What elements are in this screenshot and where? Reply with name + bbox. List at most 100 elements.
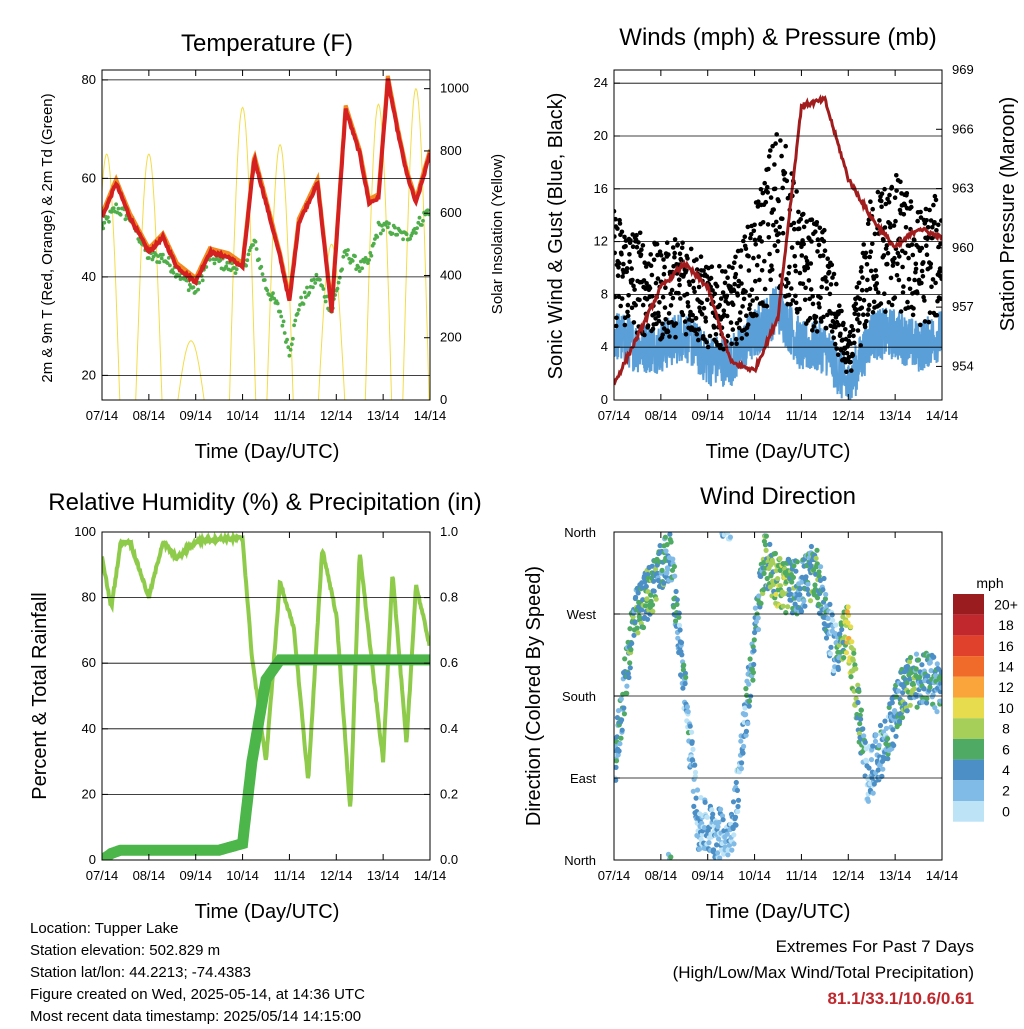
- direction-point: [821, 575, 827, 582]
- dewpoint-point: [371, 241, 376, 246]
- dewpoint-point: [287, 353, 292, 358]
- gust-point: [694, 331, 700, 337]
- winds-y-tick-label: 24: [594, 75, 608, 90]
- dewpoint-point: [177, 273, 182, 278]
- dewpoint-point: [292, 323, 296, 328]
- direction-point: [889, 700, 895, 706]
- gust-point: [772, 162, 777, 167]
- direction-point: [617, 741, 623, 747]
- gust-point: [614, 208, 617, 214]
- humidity-y-tick-label: 20: [82, 786, 96, 801]
- direction-point: [777, 556, 783, 562]
- dewpoint-point: [118, 212, 123, 217]
- direction-point: [659, 567, 665, 574]
- direction-point: [755, 615, 761, 621]
- dewpoint-point: [415, 226, 419, 231]
- gust-point: [867, 302, 872, 308]
- gust-point: [723, 269, 728, 274]
- gust-point: [756, 254, 761, 259]
- gust-point: [696, 284, 702, 290]
- gust-point: [890, 263, 896, 268]
- gust-point: [665, 329, 671, 335]
- gust-point: [689, 318, 695, 324]
- gust-point: [909, 242, 915, 247]
- gust-point: [738, 310, 743, 315]
- winds-series: [614, 94, 942, 400]
- direction-point: [882, 718, 888, 724]
- gust-point: [657, 249, 663, 254]
- winds-y-tick-label: 4: [601, 339, 608, 354]
- gust-point: [615, 273, 621, 279]
- dewpoint-point: [285, 337, 289, 342]
- gust-point: [660, 321, 665, 327]
- dewpoint-point: [159, 256, 164, 261]
- direction-x-label: Time (Day/UTC): [706, 901, 851, 923]
- solar-insolation-curve: [229, 106, 257, 400]
- direction-point: [681, 662, 687, 668]
- gust-point: [654, 241, 660, 247]
- direction-point: [820, 587, 826, 593]
- gust-point: [901, 212, 907, 217]
- temperature-panel: Temperature (F) 07/14 08/14 09/14 10/14 11/1…: [39, 30, 506, 463]
- dewpoint-point: [425, 208, 430, 213]
- direction-point: [794, 559, 800, 565]
- dewpoint-point: [410, 231, 415, 236]
- dewpoint-point: [404, 232, 409, 237]
- gust-point: [666, 252, 671, 257]
- gust-point: [740, 304, 745, 309]
- gust-point: [678, 296, 683, 301]
- direction-point: [870, 790, 876, 796]
- direction-point: [618, 696, 624, 702]
- gust-point: [770, 143, 775, 149]
- dewpoint-point: [197, 280, 202, 285]
- gust-point: [622, 234, 627, 240]
- legend-label: 20+: [994, 596, 1018, 612]
- dewpoint-point: [224, 264, 229, 269]
- gust-point: [893, 218, 898, 224]
- direction-point: [793, 568, 799, 574]
- temperature-x-tick-label: 14/14: [414, 408, 447, 423]
- gust-point: [676, 290, 681, 296]
- direction-point: [715, 850, 721, 856]
- gust-point: [614, 234, 617, 239]
- gust-point: [632, 287, 637, 292]
- direction-point: [633, 594, 639, 600]
- gust-point: [801, 241, 806, 247]
- gust-point: [625, 309, 630, 315]
- gust-point: [894, 173, 899, 178]
- gust-point: [804, 219, 809, 224]
- direction-point: [747, 656, 753, 662]
- gust-point: [762, 180, 767, 186]
- direction-point: [720, 817, 726, 823]
- direction-point: [928, 668, 934, 674]
- direction-point: [829, 612, 835, 618]
- gust-point: [676, 277, 682, 283]
- gust-point: [728, 320, 734, 325]
- gust-point: [901, 284, 906, 289]
- gust-point: [699, 300, 704, 306]
- gust-point: [934, 312, 940, 318]
- gust-point: [694, 267, 700, 272]
- direction-point: [682, 670, 689, 677]
- dewpoint-point: [312, 277, 316, 282]
- humidity-x-tick-label: 14/14: [414, 868, 447, 883]
- gust-point: [804, 258, 810, 264]
- dewpoint-point: [245, 258, 250, 263]
- gust-point: [844, 350, 850, 356]
- temperature-x-label: Time (Day/UTC): [195, 441, 340, 463]
- gust-point: [679, 245, 685, 251]
- gust-point: [772, 243, 778, 248]
- gust-point: [775, 248, 780, 254]
- dewpoint-point: [366, 261, 370, 265]
- gust-point: [743, 289, 748, 294]
- gust-point: [757, 277, 762, 283]
- gust-point: [873, 286, 879, 292]
- direction-point: [924, 700, 930, 706]
- gust-point: [939, 276, 942, 282]
- winds-x-tick-label: 07/14: [598, 408, 631, 423]
- dewpoint-point: [381, 228, 385, 233]
- direction-point: [662, 534, 669, 540]
- pressure-y2-tick-label: 963: [952, 181, 974, 196]
- legend-label: 14: [998, 658, 1014, 674]
- gust-point: [762, 286, 768, 292]
